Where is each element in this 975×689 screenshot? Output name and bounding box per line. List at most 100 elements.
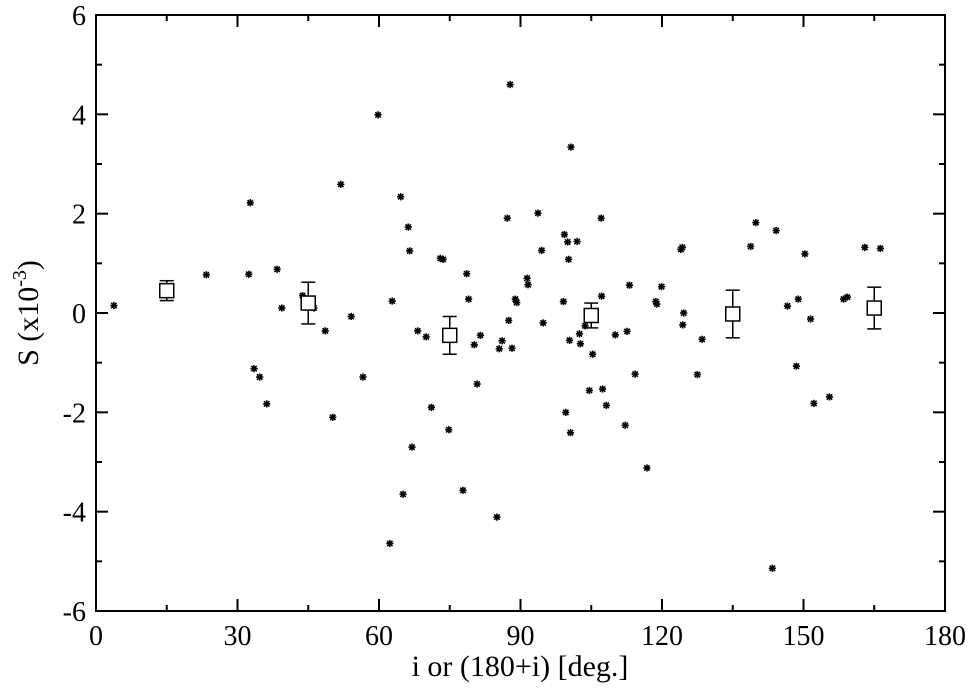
data-point-asterisk — [643, 464, 651, 472]
data-point-asterisk — [598, 385, 607, 393]
data-point-asterisk — [493, 513, 501, 521]
data-point-asterisk — [772, 226, 780, 235]
data-point-asterisk — [250, 365, 258, 373]
data-point-asterisk — [698, 335, 706, 343]
data-point-asterisk — [602, 401, 610, 409]
data-point-asterisk — [508, 344, 516, 352]
y-axis-label: S (x10-3) — [9, 260, 45, 366]
y-axis-label-main: S (x10 — [12, 287, 45, 366]
data-point-asterisk — [573, 237, 581, 246]
data-point-asterisk — [414, 327, 422, 335]
x-tick-label: 30 — [224, 621, 252, 652]
data-point-asterisk — [611, 331, 619, 339]
data-point-asterisk — [465, 295, 473, 303]
tick-labels: 0 30 60 90 120 150 180 -6 -4 -2 0 2 4 6 — [63, 1, 966, 652]
data-point-asterisk — [404, 223, 412, 231]
data-point-asterisk — [374, 111, 382, 119]
data-point-asterisk — [623, 327, 631, 335]
data-point-asterisk — [678, 243, 686, 252]
binned-mean-marker — [725, 289, 741, 339]
data-point-asterisk — [625, 281, 634, 289]
data-point-asterisk — [503, 214, 511, 222]
binned-mean-marker — [300, 281, 316, 325]
data-point-asterisk — [653, 300, 661, 308]
data-point-asterisk — [422, 333, 430, 341]
data-point-asterisk — [463, 270, 471, 278]
data-point-asterisk — [597, 214, 605, 222]
data-point-asterisk — [273, 265, 281, 273]
data-point-asterisk — [256, 373, 264, 381]
data-point-asterisk — [495, 345, 503, 353]
x-tick-label: 90 — [507, 621, 535, 652]
y-tick-label: -4 — [63, 498, 86, 529]
data-point-asterisk — [524, 281, 532, 289]
x-tick-label: 0 — [89, 621, 103, 652]
data-point-asterisk — [534, 209, 542, 217]
data-point-asterisk — [399, 490, 407, 498]
data-point-asterisk — [397, 193, 405, 201]
data-point-asterisk — [386, 539, 394, 548]
data-point-asterisk — [505, 316, 513, 325]
data-point-asterisk — [559, 297, 568, 306]
plot-frame — [95, 14, 946, 612]
data-point-asterisk — [565, 255, 573, 263]
data-point-asterisk — [562, 408, 570, 416]
data-point-asterisk — [752, 219, 760, 227]
data-point-asterisk — [768, 564, 776, 572]
x-tick-label: 150 — [783, 621, 825, 652]
data-point-asterisk — [439, 255, 447, 263]
data-points — [110, 80, 884, 572]
data-point-asterisk — [506, 80, 514, 89]
data-point-asterisk — [810, 399, 818, 407]
data-point-asterisk — [801, 250, 809, 258]
data-point-asterisk — [539, 319, 547, 327]
x-axis-label: i or (180+i) [deg.] — [412, 650, 629, 683]
data-point-asterisk — [245, 270, 253, 278]
x-tick-label: 60 — [365, 621, 393, 652]
data-point-asterisk — [564, 238, 572, 246]
data-point-asterisk — [538, 246, 546, 255]
data-point-asterisk — [657, 283, 666, 291]
data-point-asterisk — [246, 199, 254, 207]
data-point-asterisk — [576, 340, 585, 348]
data-point-asterisk — [565, 336, 574, 344]
data-point-asterisk — [783, 302, 792, 310]
data-point-asterisk — [566, 429, 575, 437]
data-point-asterisk — [263, 400, 271, 408]
data-point-asterisk — [585, 386, 593, 395]
data-point-asterisk — [876, 244, 884, 253]
data-point-asterisk — [560, 230, 568, 239]
binned-mean-marker — [583, 302, 599, 329]
data-point-asterisk — [329, 413, 337, 421]
y-tick-label: 6 — [72, 1, 86, 32]
data-point-asterisk — [861, 243, 869, 252]
data-point-asterisk — [408, 443, 416, 451]
data-point-asterisk — [567, 143, 575, 151]
data-point-asterisk — [825, 393, 834, 401]
data-point-asterisk — [498, 337, 506, 345]
data-point-asterisk — [347, 312, 355, 321]
data-point-asterisk — [473, 380, 481, 388]
data-point-asterisk — [513, 298, 521, 307]
binned-mean-marker — [866, 286, 882, 330]
data-point-asterisk — [747, 242, 755, 251]
data-point-asterisk — [589, 350, 597, 358]
y-tick-label: 2 — [72, 200, 86, 231]
y-tick-label: 0 — [72, 299, 86, 330]
data-point-asterisk — [631, 370, 639, 378]
data-point-asterisk — [843, 293, 851, 301]
data-point-asterisk — [680, 309, 688, 317]
y-tick-label: -2 — [63, 398, 86, 429]
data-point-asterisk — [794, 295, 802, 303]
axis-ticks — [95, 14, 946, 612]
y-axis-label-exponent: -3 — [9, 270, 31, 287]
data-point-asterisk — [693, 370, 701, 379]
y-tick-label: -6 — [63, 597, 86, 628]
data-point-asterisk — [806, 315, 815, 323]
x-tick-label: 180 — [924, 621, 966, 652]
y-axis-label-close: ) — [12, 260, 45, 270]
y-tick-label: 4 — [72, 100, 86, 131]
data-point-asterisk — [388, 297, 396, 305]
